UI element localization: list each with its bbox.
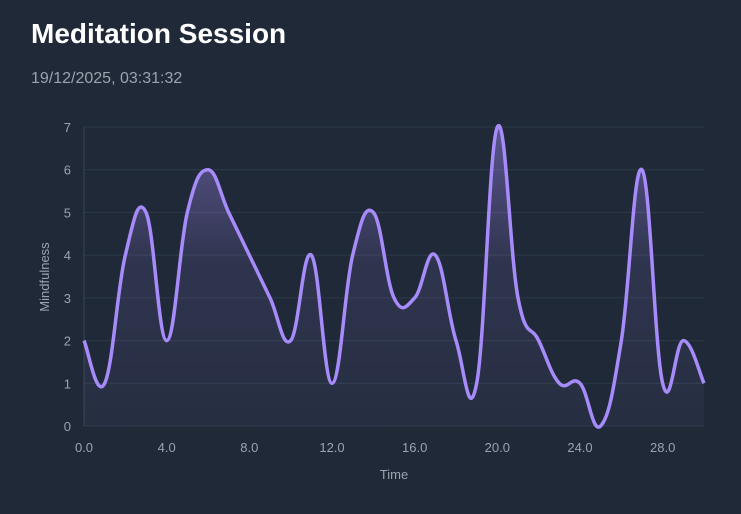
data-point[interactable]	[99, 377, 111, 389]
x-tick-label: 12.0	[319, 440, 344, 455]
y-tick-label: 2	[64, 334, 71, 349]
x-axis-label: Time	[380, 467, 408, 482]
data-point[interactable]	[409, 292, 421, 304]
data-point[interactable]	[119, 249, 131, 261]
y-tick-label: 3	[64, 291, 71, 306]
y-tick-label: 1	[64, 376, 71, 391]
data-point[interactable]	[553, 377, 565, 389]
x-tick-label: 16.0	[402, 440, 427, 455]
x-tick-label: 4.0	[158, 440, 176, 455]
y-axis-label: Mindfulness	[37, 242, 52, 312]
page-title: Meditation Session	[31, 18, 287, 49]
data-point[interactable]	[305, 249, 317, 261]
y-tick-label: 4	[64, 248, 71, 263]
x-tick-label: 8.0	[240, 440, 258, 455]
y-tick-label: 5	[64, 205, 71, 220]
data-point[interactable]	[161, 335, 173, 347]
data-point[interactable]	[657, 377, 669, 389]
area-fill	[84, 125, 704, 428]
x-tick-label: 20.0	[485, 440, 510, 455]
data-point[interactable]	[512, 292, 524, 304]
data-point[interactable]	[181, 206, 193, 218]
data-point[interactable]	[264, 292, 276, 304]
mindfulness-line	[82, 123, 706, 429]
data-point[interactable]	[202, 164, 214, 176]
data-point[interactable]	[450, 335, 462, 347]
session-timestamp: 19/12/2025, 03:31:32	[31, 70, 183, 87]
data-point[interactable]	[429, 249, 441, 261]
data-point[interactable]	[367, 206, 379, 218]
y-tick-label: 7	[64, 120, 71, 135]
data-point[interactable]	[140, 206, 152, 218]
x-tick-label: 28.0	[650, 440, 675, 455]
data-point[interactable]	[326, 377, 338, 389]
x-tick-label: 24.0	[567, 440, 592, 455]
data-point[interactable]	[574, 377, 586, 389]
y-tick-label: 6	[64, 163, 71, 178]
data-point[interactable]	[636, 164, 648, 176]
y-tick-label: 0	[64, 419, 71, 434]
data-point[interactable]	[347, 249, 359, 261]
x-tick-label: 0.0	[75, 440, 93, 455]
data-point[interactable]	[223, 206, 235, 218]
data-point[interactable]	[285, 335, 297, 347]
data-point[interactable]	[243, 249, 255, 261]
data-point[interactable]	[615, 335, 627, 347]
data-point[interactable]	[471, 377, 483, 389]
data-point[interactable]	[78, 335, 90, 347]
data-point[interactable]	[533, 335, 545, 347]
data-point[interactable]	[595, 420, 607, 432]
data-point[interactable]	[388, 292, 400, 304]
data-point[interactable]	[677, 335, 689, 347]
data-point[interactable]	[491, 121, 503, 133]
data-point[interactable]	[698, 377, 710, 389]
